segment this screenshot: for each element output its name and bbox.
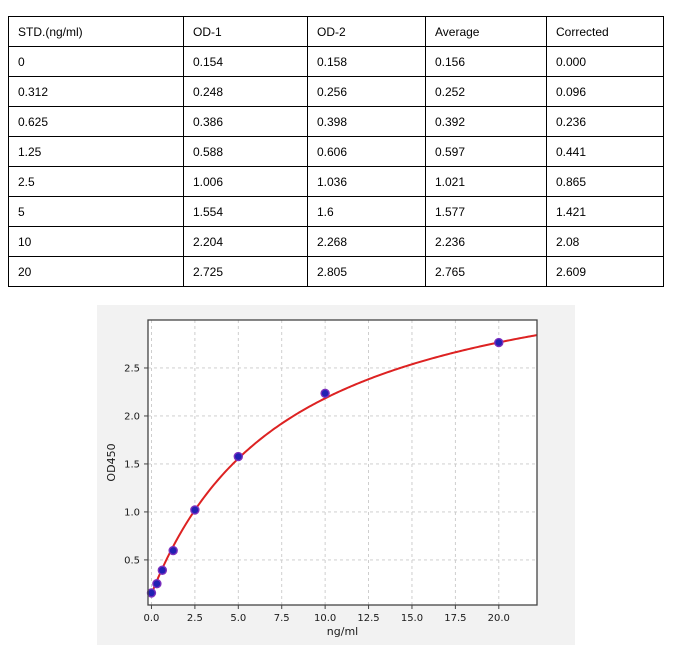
table-cell: 0.588 xyxy=(183,136,308,167)
table-cell: 2.725 xyxy=(183,256,308,287)
table-cell: 1.421 xyxy=(546,196,664,227)
table-row: 0.625 0.386 0.398 0.392 0.236 xyxy=(8,106,664,137)
table-cell: 1.6 xyxy=(307,196,426,227)
table-row: 0 0.154 0.158 0.156 0.000 xyxy=(8,46,664,77)
table-cell: 20 xyxy=(8,256,184,287)
table-cell: 0.256 xyxy=(307,76,426,107)
table-cell: 2.08 xyxy=(546,226,664,257)
column-header: Corrected xyxy=(546,16,664,47)
table-cell: 1.25 xyxy=(8,136,184,167)
table-row: 1.25 0.588 0.606 0.597 0.441 xyxy=(8,136,664,167)
plot-border xyxy=(147,319,538,606)
table-header-row: STD.(ng/ml) OD-1 OD-2 Average Corrected xyxy=(8,16,664,47)
table-cell: 2.204 xyxy=(183,226,308,257)
table-cell: 0.252 xyxy=(425,76,547,107)
table-cell: 2.765 xyxy=(425,256,547,287)
x-axis-label: ng/ml xyxy=(327,625,358,638)
column-header: STD.(ng/ml) xyxy=(8,16,184,47)
column-header: Average xyxy=(425,16,547,47)
table-cell: 0.398 xyxy=(307,106,426,137)
table-cell: 2.5 xyxy=(8,166,184,197)
data-point xyxy=(233,451,244,462)
table-cell: 0.597 xyxy=(425,136,547,167)
table-cell: 2.236 xyxy=(425,226,547,257)
standard-curve-figure: 0.0 2.5 5.0 7.5 10.0 12.5 15.0 17.5 20.0 0.5 1.0 1.… xyxy=(97,305,575,645)
table-body: 0 0.154 0.158 0.156 0.000 0.312 0.248 0.256 0.25… xyxy=(8,46,664,287)
table-cell: 0.000 xyxy=(546,46,664,77)
table-cell: 0.392 xyxy=(425,106,547,137)
y-tick-label: 2.0 xyxy=(124,411,140,422)
plot-background xyxy=(148,320,537,605)
data-point xyxy=(494,337,504,348)
y-tick-label: 1.5 xyxy=(124,459,140,470)
table-cell: 5 xyxy=(8,196,184,227)
data-point xyxy=(320,388,330,399)
column-header: OD-1 xyxy=(183,16,308,47)
y-tick-label: 1.0 xyxy=(124,507,140,518)
fitted-curve-line xyxy=(150,334,538,595)
x-tick-label: 15.0 xyxy=(401,613,423,624)
data-point xyxy=(168,545,178,556)
table-cell: 0.154 xyxy=(183,46,308,77)
table-cell: 1.554 xyxy=(183,196,308,227)
x-tick-label: 17.5 xyxy=(444,613,466,624)
table-cell: 1.006 xyxy=(183,166,308,197)
table-cell: 0 xyxy=(8,46,184,77)
data-point xyxy=(157,565,168,575)
x-tick-label: 12.5 xyxy=(357,613,379,624)
table-cell: 1.577 xyxy=(425,196,547,227)
table-row: 20 2.725 2.805 2.765 2.609 xyxy=(8,256,664,287)
table-cell: 1.021 xyxy=(425,166,547,197)
table-row: 10 2.204 2.268 2.236 2.08 xyxy=(8,226,664,257)
data-point xyxy=(190,505,200,515)
x-tick-label: 10.0 xyxy=(314,613,336,624)
chart-svg: 0.0 2.5 5.0 7.5 10.0 12.5 15.0 17.5 20.0 0.5 1.0 1.… xyxy=(105,319,538,638)
table-cell: 2.805 xyxy=(307,256,426,287)
x-tick-label: 5.0 xyxy=(230,613,246,624)
y-tick-label: 0.5 xyxy=(124,555,140,566)
table-cell: 0.865 xyxy=(546,166,664,197)
table-cell: 0.158 xyxy=(307,46,426,77)
table-cell: 1.036 xyxy=(307,166,426,197)
table-cell: 0.625 xyxy=(8,106,184,137)
table-row: 5 1.554 1.6 1.577 1.421 xyxy=(8,196,664,227)
table-cell: 10 xyxy=(8,226,184,257)
table-cell: 0.248 xyxy=(183,76,308,107)
table-cell: 0.096 xyxy=(546,76,664,107)
y-axis-label: OD450 xyxy=(105,443,118,481)
table-row: 0.312 0.248 0.256 0.252 0.096 xyxy=(8,76,664,107)
table-cell: 0.236 xyxy=(546,106,664,137)
x-tick-label: 7.5 xyxy=(274,613,290,624)
x-tick-label: 0.0 xyxy=(144,613,160,624)
y-tick-label: 2.5 xyxy=(124,363,140,374)
column-header: OD-2 xyxy=(307,16,426,47)
table-row: 2.5 1.006 1.036 1.021 0.865 xyxy=(8,166,664,197)
table-cell: 2.268 xyxy=(307,226,426,257)
table-cell: 0.312 xyxy=(8,76,184,107)
x-tick-label: 20.0 xyxy=(488,613,510,624)
standards-table: STD.(ng/ml) OD-1 OD-2 Average Corrected 0 0.1… xyxy=(8,16,664,287)
data-point xyxy=(152,579,162,589)
table-cell: 0.606 xyxy=(307,136,426,167)
table-cell: 0.156 xyxy=(425,46,547,77)
table-cell: 0.441 xyxy=(546,136,664,167)
x-tick-label: 2.5 xyxy=(187,613,203,624)
table-cell: 0.386 xyxy=(183,106,308,137)
table-cell: 2.609 xyxy=(546,256,664,287)
data-point xyxy=(146,588,157,598)
